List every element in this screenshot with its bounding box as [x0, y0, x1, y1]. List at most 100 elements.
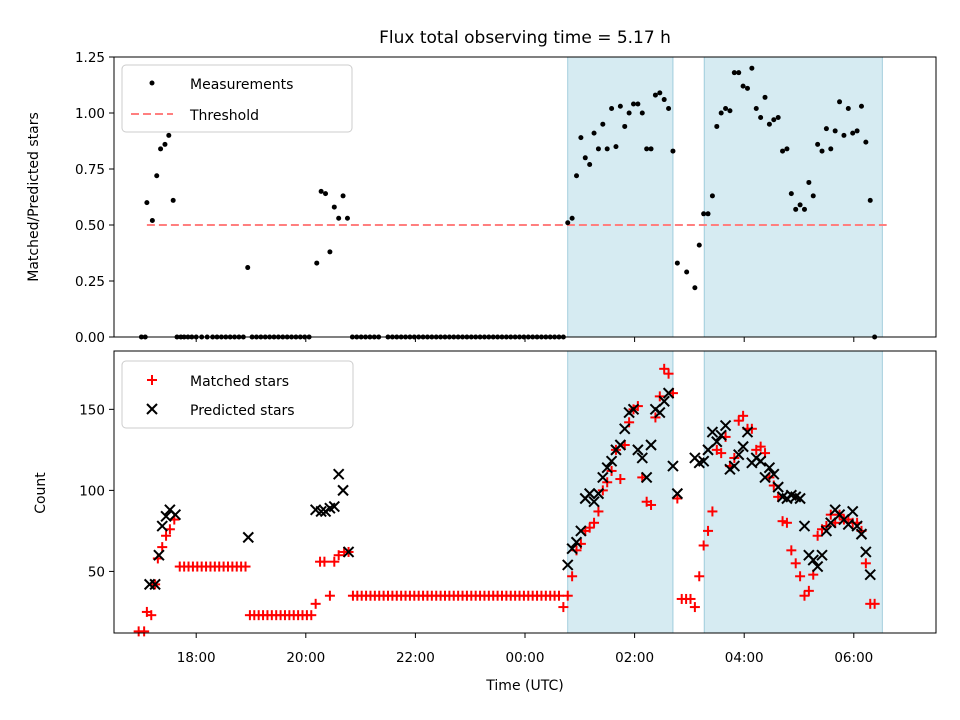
shaded-interval-1	[567, 56, 674, 338]
matched-star-point	[139, 626, 150, 637]
measurement-point	[736, 70, 742, 76]
measurement-point	[758, 114, 764, 120]
bottom-legend-box	[121, 360, 354, 429]
measurement-point	[158, 146, 164, 152]
legend-label-matched: Matched stars	[190, 374, 289, 390]
predicted-star-mark-b	[575, 525, 587, 537]
predicted-star-mark-b	[851, 520, 863, 532]
matched-star-point	[553, 590, 564, 601]
measurement-point	[657, 90, 663, 96]
predicted-star-mark-b	[741, 426, 754, 438]
matched-star-point	[698, 540, 709, 551]
predicted-star-point	[820, 525, 833, 537]
bottom-x-ticks: 18:00 20:00 22:00 00:00 02:00 04:00 06:00	[177, 633, 873, 666]
predicted-star-mark-b	[149, 578, 161, 591]
predicted-star-point	[719, 419, 732, 432]
top-y-tick-label: 0.00	[75, 330, 105, 346]
predicted-star-mark-b	[619, 423, 631, 435]
measurement-point	[652, 92, 658, 98]
measurement-point	[622, 123, 628, 129]
measurement-point	[336, 215, 342, 221]
predicted-star-point	[242, 531, 254, 544]
measurement-point	[762, 94, 768, 100]
matched-star-point	[781, 517, 792, 528]
measurement-point	[684, 269, 690, 275]
measurement-point	[318, 188, 324, 194]
measurement-point	[154, 173, 160, 179]
x-tick-label: 04:00	[725, 650, 764, 666]
predicted-star-point	[697, 455, 710, 467]
predicted-star-mark-b	[570, 536, 583, 548]
predicted-star-mark-b	[759, 471, 771, 484]
top-x-ticks	[195, 337, 855, 342]
predicted-star-point	[605, 455, 618, 467]
measurement-point	[162, 141, 168, 147]
matched-star-point	[562, 590, 573, 601]
predicted-star-mark-b	[671, 487, 684, 500]
predicted-star-point	[754, 455, 767, 467]
measurement-point	[674, 260, 680, 266]
measurement-point	[819, 148, 825, 154]
predicted-star-mark-b	[592, 487, 605, 500]
predicted-star-point	[160, 510, 172, 523]
predicted-star-mark-b	[768, 468, 780, 480]
matched-star-point	[777, 516, 788, 527]
measurement-point	[609, 106, 615, 112]
measurement-point	[644, 146, 650, 152]
predicted-star-mark-b	[636, 452, 648, 464]
predicted-star-mark-b	[242, 531, 254, 544]
measurement-point	[587, 162, 593, 168]
predicted-star-point	[772, 481, 784, 493]
matched-star-point	[146, 610, 157, 621]
top-y-ticks: 0.00 0.25 0.50 0.75 1.00 1.25	[75, 50, 114, 346]
matched-star-point	[786, 545, 797, 556]
predicted-star-mark-b	[309, 504, 322, 516]
measurement-point	[661, 97, 667, 103]
predicted-star-mark-b	[566, 543, 578, 555]
predicted-star-mark-b	[342, 546, 355, 558]
matched-star-point	[733, 415, 744, 426]
matched-star-point	[593, 506, 604, 517]
x-tick-label: 06:00	[834, 650, 873, 666]
predicted-star-point	[794, 492, 806, 505]
matched-star-point	[685, 593, 696, 604]
matched-star-point	[799, 590, 810, 601]
predicted-star-point	[706, 426, 719, 438]
predicted-star-mark-b	[772, 481, 784, 493]
measurement-point	[867, 197, 873, 203]
predicted-star-point	[645, 439, 657, 451]
predicted-star-mark-b	[667, 460, 679, 472]
top-shaded-intervals	[567, 56, 883, 338]
bottom-y-axis-label: Count	[33, 472, 49, 514]
predicted-star-point	[851, 520, 863, 532]
predicted-star-mark-b	[763, 461, 776, 474]
predicted-star-point	[711, 436, 723, 448]
matched-star-point	[567, 571, 578, 582]
predicted-star-mark-b	[645, 439, 657, 451]
measurement-point	[740, 83, 746, 89]
measurement-point	[331, 204, 337, 210]
measurement-point	[744, 85, 750, 91]
predicted-star-point	[588, 496, 600, 508]
measurement-point	[692, 285, 698, 291]
measurement-point	[578, 135, 584, 141]
predicted-star-point	[816, 549, 828, 561]
matched-star-point	[306, 610, 317, 621]
predicted-star-point	[811, 560, 824, 573]
measurement-point	[323, 191, 329, 197]
x-tick-label: 18:00	[177, 650, 216, 666]
predicted-star-mark-b	[790, 491, 802, 503]
measurement-point	[837, 99, 843, 105]
predicted-star-mark-b	[164, 504, 176, 516]
predicted-star-mark-b	[811, 560, 824, 573]
measurement-point	[705, 211, 711, 217]
predicted-star-mark-b	[328, 500, 341, 513]
legend-label-predicted: Predicted stars	[190, 403, 295, 419]
matched-star-point	[333, 550, 344, 561]
predicted-star-point	[741, 426, 754, 438]
predicted-star-mark-b	[597, 471, 609, 484]
predicted-star-mark-b	[562, 559, 574, 571]
predicted-star-point	[328, 500, 341, 513]
top-y-tick-label: 0.75	[75, 162, 105, 178]
